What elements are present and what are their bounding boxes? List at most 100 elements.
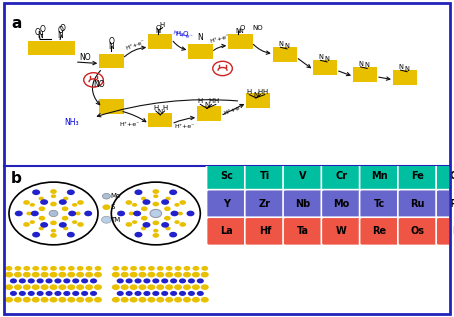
Circle shape	[23, 297, 31, 302]
Circle shape	[112, 284, 120, 290]
Circle shape	[63, 227, 69, 230]
Circle shape	[23, 222, 30, 227]
Text: Hf: Hf	[259, 226, 271, 236]
Circle shape	[138, 284, 147, 290]
Circle shape	[121, 266, 128, 271]
Circle shape	[5, 284, 13, 290]
FancyBboxPatch shape	[398, 217, 438, 245]
Circle shape	[94, 297, 102, 302]
Circle shape	[152, 278, 159, 283]
Circle shape	[63, 291, 70, 296]
Circle shape	[157, 266, 163, 271]
Circle shape	[40, 297, 49, 302]
Circle shape	[125, 200, 132, 205]
Text: N: N	[358, 61, 363, 67]
Circle shape	[31, 210, 39, 216]
Circle shape	[40, 222, 48, 228]
Bar	[272, 47, 297, 62]
Circle shape	[63, 197, 69, 200]
Circle shape	[72, 291, 79, 296]
FancyBboxPatch shape	[321, 162, 361, 190]
Circle shape	[128, 211, 134, 215]
Text: O: O	[59, 24, 65, 33]
Circle shape	[81, 291, 88, 296]
Text: Ta: Ta	[297, 226, 309, 236]
Text: N: N	[325, 56, 330, 62]
Text: N: N	[285, 43, 290, 49]
Text: NH₃: NH₃	[64, 118, 79, 127]
Circle shape	[40, 284, 49, 290]
Circle shape	[67, 284, 75, 290]
Circle shape	[117, 210, 125, 216]
Circle shape	[5, 297, 13, 302]
Circle shape	[174, 203, 180, 207]
Circle shape	[32, 297, 39, 302]
Circle shape	[30, 220, 35, 224]
Circle shape	[153, 229, 158, 233]
FancyBboxPatch shape	[245, 162, 285, 190]
Text: W: W	[336, 226, 347, 236]
Circle shape	[150, 210, 162, 217]
Bar	[148, 113, 173, 127]
Circle shape	[179, 278, 186, 283]
Circle shape	[50, 233, 57, 238]
Text: N: N	[405, 66, 410, 72]
Circle shape	[9, 182, 98, 245]
Circle shape	[175, 266, 182, 271]
FancyBboxPatch shape	[360, 162, 400, 190]
Circle shape	[165, 284, 173, 290]
Text: N: N	[57, 31, 63, 40]
Text: Mo: Mo	[110, 193, 121, 199]
Circle shape	[94, 272, 102, 277]
Circle shape	[156, 284, 164, 290]
Text: Re: Re	[373, 226, 387, 236]
Circle shape	[94, 284, 102, 290]
Bar	[99, 100, 123, 114]
FancyBboxPatch shape	[207, 217, 247, 245]
Circle shape	[134, 232, 143, 237]
Circle shape	[10, 278, 17, 283]
Bar	[148, 34, 173, 49]
Circle shape	[59, 266, 66, 271]
Circle shape	[153, 194, 158, 198]
FancyBboxPatch shape	[245, 217, 285, 245]
Circle shape	[14, 297, 22, 302]
Circle shape	[85, 272, 93, 277]
Text: O: O	[57, 26, 63, 35]
Text: a: a	[11, 16, 22, 31]
Bar	[246, 93, 271, 108]
Circle shape	[49, 297, 58, 302]
Circle shape	[129, 284, 138, 290]
Circle shape	[68, 266, 74, 271]
Circle shape	[39, 216, 45, 221]
Circle shape	[179, 200, 186, 205]
Bar	[197, 106, 222, 121]
Circle shape	[77, 266, 84, 271]
Circle shape	[28, 291, 35, 296]
Text: Sc: Sc	[220, 171, 233, 181]
Circle shape	[141, 197, 146, 200]
Circle shape	[143, 291, 150, 296]
Text: NO: NO	[93, 80, 104, 89]
Text: H⁺+e⁻: H⁺+e⁻	[119, 122, 139, 127]
Circle shape	[24, 266, 30, 271]
Text: La: La	[220, 226, 233, 236]
Circle shape	[129, 297, 138, 302]
Text: Rh: Rh	[449, 199, 454, 209]
Circle shape	[28, 278, 35, 283]
Circle shape	[72, 220, 77, 224]
Circle shape	[77, 222, 84, 227]
Circle shape	[165, 197, 171, 200]
Circle shape	[134, 278, 142, 283]
FancyBboxPatch shape	[245, 190, 285, 218]
FancyBboxPatch shape	[436, 162, 454, 190]
Bar	[188, 44, 212, 59]
Text: N: N	[253, 92, 258, 98]
Circle shape	[72, 203, 77, 207]
Circle shape	[30, 203, 35, 207]
Circle shape	[54, 291, 61, 296]
Circle shape	[130, 266, 137, 271]
Text: O: O	[35, 29, 41, 37]
Circle shape	[197, 278, 204, 283]
FancyBboxPatch shape	[283, 217, 323, 245]
